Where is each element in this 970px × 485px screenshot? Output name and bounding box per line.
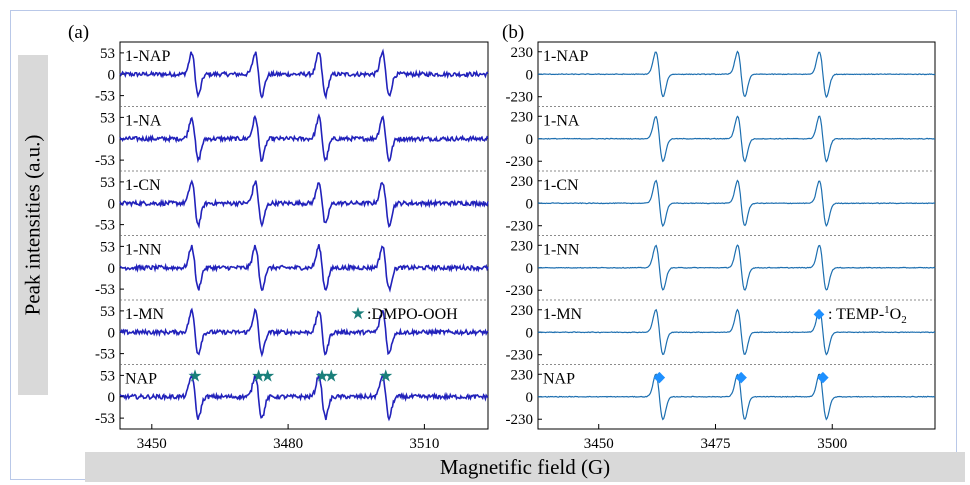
y-tick-label: 230	[511, 109, 534, 125]
series-label: 1-CN	[125, 177, 161, 194]
y-tick-label: -53	[95, 282, 115, 298]
y-tick-label: 0	[526, 325, 534, 341]
star-marker: ★	[378, 367, 393, 386]
y-tick-label: -53	[95, 89, 115, 105]
diamond-marker: ◆	[735, 370, 747, 386]
x-tick-label: 3480	[273, 436, 303, 452]
series-label: 1-MN	[543, 306, 583, 323]
y-tick-label: -53	[95, 153, 115, 169]
star-marker: ★	[324, 367, 339, 386]
series-line	[537, 50, 936, 99]
y-tick-label: 53	[100, 110, 115, 126]
y-tick-label: 230	[511, 238, 534, 254]
x-tick-label: 3450	[137, 436, 167, 452]
series-line	[537, 115, 935, 163]
y-tick-label: 0	[526, 132, 534, 148]
legend-star-marker: ★	[350, 304, 365, 323]
series-label: 1-NA	[543, 113, 580, 130]
y-tick-label: -53	[95, 347, 115, 363]
y-tick-label: 53	[100, 175, 115, 191]
series-label: 1-NN	[125, 242, 162, 259]
x-tick-label: 3500	[817, 436, 847, 452]
y-tick-label: -230	[506, 348, 534, 364]
y-tick-label: -230	[506, 90, 534, 106]
legend-diamond-marker: ◆	[814, 307, 825, 322]
series-line	[119, 372, 489, 422]
x-axis-label-background	[85, 452, 965, 482]
y-tick-label: 0	[526, 390, 534, 406]
y-tick-label: -230	[506, 412, 534, 428]
y-tick-label: 0	[108, 132, 116, 148]
series-label: NAP	[125, 371, 157, 388]
series-label: 1-NA	[125, 113, 162, 130]
y-tick-label: -230	[506, 219, 534, 235]
star-marker: ★	[187, 367, 202, 386]
y-tick-label: 0	[526, 67, 534, 83]
diamond-marker: ◆	[817, 370, 829, 386]
y-tick-label: 53	[100, 239, 115, 255]
series-line	[119, 244, 489, 293]
series-line	[537, 308, 936, 356]
series-label: 1-NAP	[125, 48, 170, 65]
y-tick-label: 230	[511, 367, 534, 383]
series-label: 1-NN	[543, 242, 580, 259]
series-line	[119, 113, 489, 164]
panel-label-1: (b)	[502, 22, 524, 43]
y-tick-label: 0	[108, 196, 116, 212]
series-line	[119, 179, 489, 229]
y-tick-label: 53	[100, 46, 115, 62]
y-tick-label: -53	[95, 411, 115, 427]
y-tick-label: -230	[506, 283, 534, 299]
y-tick-label: 230	[511, 174, 534, 190]
series-line	[537, 179, 936, 228]
series-line	[119, 307, 489, 358]
panel-label-0: (a)	[68, 22, 89, 43]
y-tick-label: 0	[108, 325, 116, 341]
x-tick-label: 3450	[584, 436, 614, 452]
diamond-marker: ◆	[654, 370, 666, 386]
y-tick-label: 0	[526, 261, 534, 277]
y-tick-label: 0	[108, 261, 116, 277]
star-marker: ★	[315, 367, 330, 386]
y-tick-label: -53	[95, 218, 115, 234]
y-tick-label: -230	[506, 154, 534, 170]
y-tick-label: 0	[108, 390, 116, 406]
x-tick-label: 3510	[409, 436, 439, 452]
star-marker: ★	[260, 367, 275, 386]
star-marker: ★	[251, 367, 266, 386]
legend-text: : TEMP-1O2	[828, 304, 907, 326]
series-label: 1-NAP	[543, 48, 588, 65]
series-label: 1-MN	[125, 306, 165, 323]
y-tick-label: 230	[511, 45, 534, 61]
y-tick-label: 53	[100, 304, 115, 320]
series-label: NAP	[543, 371, 575, 388]
y-tick-label: 53	[100, 368, 115, 384]
y-tick-label: 0	[526, 196, 534, 212]
series-line	[538, 244, 936, 291]
y-tick-label: 230	[511, 303, 534, 319]
x-tick-label: 3475	[700, 436, 730, 452]
series-line	[119, 48, 489, 101]
legend-text: :DMPO-OOH	[367, 306, 458, 323]
y-axis-label-background	[18, 55, 48, 395]
series-label: 1-CN	[543, 177, 579, 194]
y-tick-label: 0	[108, 67, 116, 83]
series-line	[537, 373, 936, 421]
x-axis-label: Magnetific field (G)	[439, 455, 611, 479]
